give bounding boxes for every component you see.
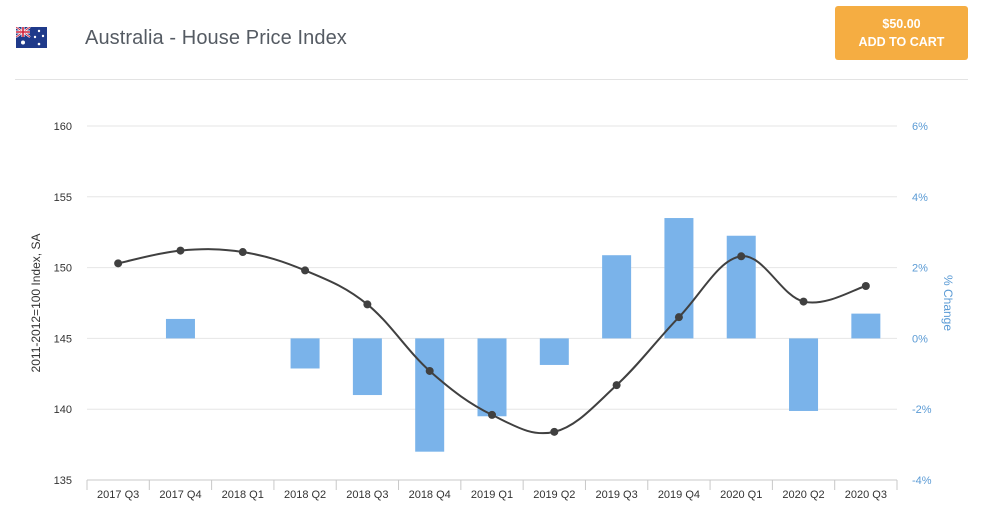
x-tick-label: 2017 Q3 <box>97 489 139 501</box>
x-tick-label: 2019 Q2 <box>533 489 575 501</box>
bar <box>851 313 881 339</box>
y-right-tick-label: -4% <box>912 475 932 487</box>
axes: 160 155 150 145 140 135 6% 4% 2% 0% -2% -4% 2017 Q3 2… <box>29 121 955 501</box>
x-tick-label: 2019 Q3 <box>596 489 638 501</box>
add-to-cart-label: ADD TO CART <box>858 35 945 49</box>
line-point <box>799 297 808 306</box>
y-left-tick-label: 160 <box>54 121 72 133</box>
line-point <box>114 259 123 268</box>
bar-series <box>165 218 881 452</box>
price-label: $50.00 <box>882 17 921 31</box>
header-divider <box>15 79 968 80</box>
x-tick-label: 2018 Q1 <box>222 489 264 501</box>
x-tick-label: 2020 Q3 <box>845 489 887 501</box>
line-point <box>737 252 746 261</box>
y-right-tick-label: 4% <box>912 192 928 204</box>
bar <box>539 338 569 365</box>
line-point <box>612 381 621 390</box>
y-left-tick-label: 145 <box>54 333 72 345</box>
line-series <box>114 246 870 436</box>
line-point <box>861 282 870 291</box>
bar <box>789 338 819 411</box>
y-left-tick-label: 155 <box>54 192 72 204</box>
line-point <box>488 410 496 419</box>
header: Australia - House Price Index $50.00 ADD… <box>0 0 983 80</box>
x-tick-label: 2018 Q4 <box>409 489 451 501</box>
bar <box>352 338 382 396</box>
line-point <box>238 248 247 257</box>
y-left-tick-label: 150 <box>54 263 72 275</box>
x-tick-label: 2019 Q4 <box>658 489 700 501</box>
x-tick-label: 2019 Q1 <box>471 489 513 501</box>
line-point <box>363 300 372 309</box>
y-right-tick-label: 2% <box>912 263 928 275</box>
y-right-tick-label: -2% <box>912 404 932 416</box>
line-point <box>674 313 683 322</box>
line-point <box>425 366 434 375</box>
y-left-axis-title: 2011-2012=100 Index, SA <box>29 234 43 373</box>
bar <box>602 255 632 339</box>
page-title: Australia - House Price Index <box>85 27 347 49</box>
line-point <box>550 427 559 436</box>
y-left-tick-label: 140 <box>54 404 72 416</box>
y-left-tick-label: 135 <box>54 475 72 487</box>
bar <box>477 338 507 417</box>
add-to-cart-button[interactable]: $50.00 ADD TO CART <box>835 6 968 60</box>
bar <box>165 318 195 339</box>
x-tick-label: 2020 Q1 <box>720 489 762 501</box>
bar <box>415 338 445 452</box>
bar <box>290 338 320 369</box>
x-tick-label: 2020 Q2 <box>782 489 824 501</box>
y-right-tick-label: 0% <box>912 333 928 345</box>
line-point <box>176 246 185 255</box>
house-price-chart: 160 155 150 145 140 135 6% 4% 2% 0% -2% -4% 2017 Q3 2… <box>29 121 955 501</box>
australia-flag-icon <box>16 27 47 48</box>
bar <box>726 235 756 339</box>
x-tick-label: 2018 Q2 <box>284 489 326 501</box>
line-point <box>301 266 310 275</box>
x-tick-label: 2017 Q4 <box>159 489 201 501</box>
x-tick-label: 2018 Q3 <box>346 489 388 501</box>
y-right-axis-title: % Change <box>941 275 955 331</box>
y-right-tick-label: 6% <box>912 121 928 133</box>
